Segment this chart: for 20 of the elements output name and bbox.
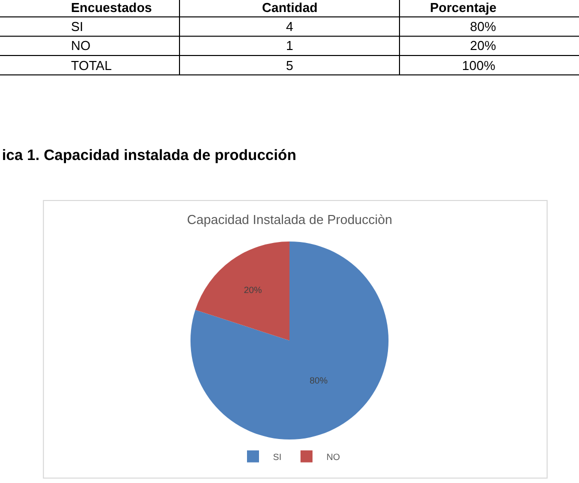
text: 80% xyxy=(470,19,496,34)
text: Encuestados xyxy=(71,0,152,15)
text: 5 xyxy=(286,58,294,73)
chart-title: Capacidad Instalada de Producciòn xyxy=(187,212,392,227)
text: 100% xyxy=(462,58,496,73)
text: 1 xyxy=(286,38,294,53)
text: SI xyxy=(71,19,84,34)
legend-label: NO xyxy=(326,452,340,462)
text: 4 xyxy=(286,19,294,34)
text: NO xyxy=(71,38,90,53)
pie-slice xyxy=(195,242,290,341)
data-label: 20% xyxy=(244,285,262,296)
text: Cantidad xyxy=(262,0,318,15)
data-label: 80% xyxy=(310,376,328,386)
pie-slice xyxy=(190,242,388,440)
text: Porcentaje xyxy=(430,0,496,15)
text: 20% xyxy=(470,38,496,53)
text: ica 1. Capacidad instalada de producción xyxy=(2,147,296,164)
legend-label: SI xyxy=(273,452,282,462)
text: TOTAL xyxy=(71,58,112,73)
